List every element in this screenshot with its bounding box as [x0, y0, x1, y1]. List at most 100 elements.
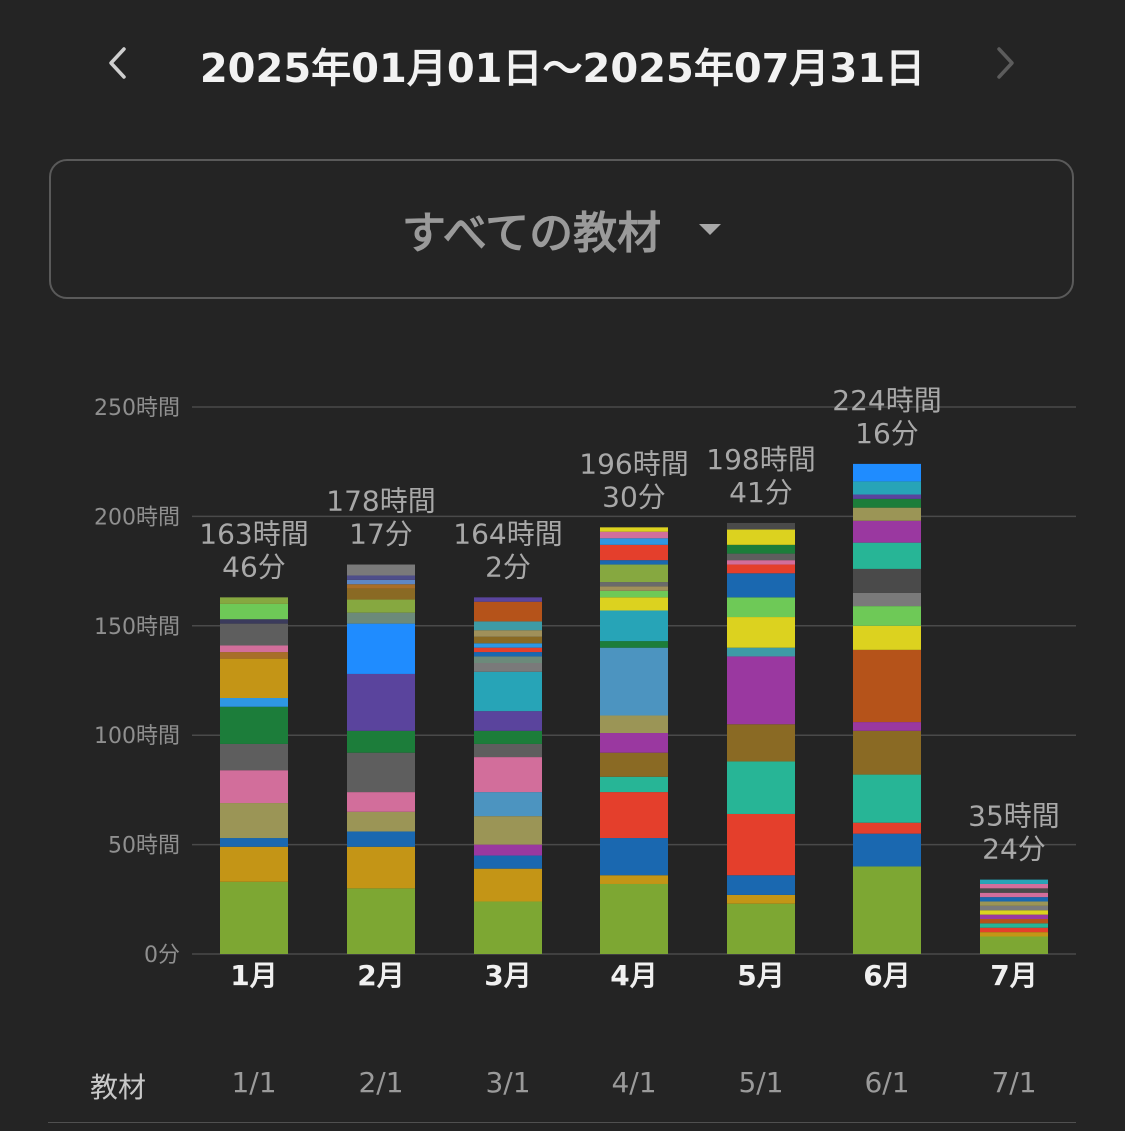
total-label-3-line-1: 164時間 [453, 517, 562, 550]
bar-5-segment-5 [727, 761, 795, 814]
bar-1-segment-13 [220, 619, 288, 624]
bar-6-segment-10 [853, 592, 921, 607]
bar-5-segment-15 [727, 544, 795, 554]
bar-3-segment-12 [474, 662, 542, 672]
caret-down-icon [699, 223, 722, 235]
bar-3-segment-8 [474, 743, 542, 758]
bar-2-segment-15 [347, 575, 415, 580]
bar-5-segment-11 [727, 573, 795, 598]
y-tick-label-5: 250時間 [94, 396, 180, 421]
material-selector-label: すべての教材 [401, 208, 662, 259]
bar-1-segment-11 [220, 645, 288, 653]
x-category-label-3: 3月 [484, 959, 531, 992]
bar-3-segment-20 [474, 601, 542, 622]
bar-2-segment-8 [347, 673, 415, 731]
bar-1-segment-3 [220, 838, 288, 847]
bar-5-segment-1 [727, 903, 795, 954]
bar-6-segment-9 [853, 606, 921, 626]
bar-7-segment-7 [980, 910, 1048, 915]
total-label-4-line-2: 30分 [602, 480, 666, 513]
bar-4-segment-13 [600, 590, 668, 598]
bar-3-segment-6 [474, 792, 542, 817]
bar-5-segment-10 [727, 597, 795, 618]
footer-date-2: 2/1 [358, 1066, 404, 1099]
bar-6-segment-8 [853, 625, 921, 650]
y-tick-label-4: 200時間 [94, 505, 180, 530]
bar-3-segment-5 [474, 816, 542, 845]
bar-2-segment-11 [347, 599, 415, 613]
bar-3-segment-7 [474, 757, 542, 793]
bar-2-segment-3 [347, 831, 415, 847]
bar-7-segment-8 [980, 905, 1048, 911]
bar-7-segment-3 [980, 927, 1048, 933]
bar-1-segment-15 [220, 597, 288, 604]
bar-7-segment-14 [980, 879, 1048, 884]
total-label-3-line-2: 2分 [485, 550, 531, 583]
y-tick-label-1: 50時間 [108, 834, 180, 859]
bar-3-segment-14 [474, 652, 542, 657]
bar-1-segment-7 [220, 706, 288, 744]
bar-5-segment-12 [727, 564, 795, 574]
bar-4-segment-3 [600, 838, 668, 876]
bar-4-segment-20 [600, 531, 668, 539]
bar-1-segment-2 [220, 846, 288, 882]
bar-4-segment-21 [600, 527, 668, 532]
bar-6-segment-16 [853, 494, 921, 499]
bar-7-segment-2 [980, 932, 1048, 937]
footer-date-1: 1/1 [231, 1066, 277, 1099]
bar-4-segment-6 [600, 752, 668, 777]
total-label-7-line-1: 35時間 [968, 800, 1060, 833]
bar-7-segment-10 [980, 897, 1048, 902]
total-label-1-line-2: 46分 [222, 550, 286, 583]
y-tick-label-3: 150時間 [94, 615, 180, 640]
bar-2-segment-9 [347, 623, 415, 674]
bar-5-segment-17 [727, 522, 795, 530]
bar-3-segment-21 [474, 597, 542, 602]
bar-4-segment-14 [600, 586, 668, 591]
bar-6-segment-5 [853, 730, 921, 775]
bar-2-segment-1 [347, 888, 415, 954]
bar-2-segment-4 [347, 811, 415, 832]
bar-1-segment-5 [220, 770, 288, 804]
x-category-label-1: 1月 [230, 959, 277, 992]
bar-3-segment-13 [474, 656, 542, 663]
bar-4-segment-1 [600, 883, 668, 954]
x-category-label-4: 4月 [610, 959, 657, 992]
bar-6-segment-4 [853, 774, 921, 823]
bar-4-segment-12 [600, 597, 668, 611]
bar-1-segment-9 [220, 658, 288, 699]
bar-6-segment-11 [853, 568, 921, 593]
chevron-left-icon [109, 47, 126, 79]
bar-2-segment-5 [347, 792, 415, 812]
y-tick-label-0: 0分 [144, 943, 180, 968]
chevron-right-icon [997, 47, 1014, 79]
bar-5-segment-14 [727, 553, 795, 561]
next-period-button[interactable] [981, 38, 1031, 88]
previous-period-button[interactable] [92, 38, 142, 88]
material-selector-dropdown[interactable]: すべての教材 [49, 159, 1074, 299]
total-label-5-line-2: 41分 [729, 476, 793, 509]
total-label-6-line-2: 16分 [855, 417, 919, 450]
bar-1-segment-10 [220, 652, 288, 659]
bar-3-segment-19 [474, 621, 542, 631]
bar-1-segment-14 [220, 603, 288, 620]
bar-1-segment-4 [220, 803, 288, 839]
bar-3-segment-10 [474, 711, 542, 731]
bar-6-segment-6 [853, 722, 921, 731]
bar-7-segment-5 [980, 918, 1048, 924]
total-label-7-line-2: 24分 [982, 833, 1046, 866]
bar-7-segment-1 [980, 936, 1048, 954]
bar-6-segment-3 [853, 822, 921, 834]
footer-date-3: 3/1 [485, 1066, 531, 1099]
bar-2-segment-10 [347, 612, 415, 624]
bar-3-segment-16 [474, 643, 542, 648]
bar-7-segment-12 [980, 888, 1048, 893]
bar-5-segment-8 [727, 647, 795, 657]
bar-1-segment-6 [220, 743, 288, 771]
bar-2-segment-13 [347, 584, 415, 589]
bar-4-segment-15 [600, 582, 668, 587]
bar-4-segment-4 [600, 792, 668, 839]
bar-5-segment-16 [727, 529, 795, 545]
total-label-4-line-1: 196時間 [579, 447, 688, 480]
bar-2-segment-12 [347, 588, 415, 600]
